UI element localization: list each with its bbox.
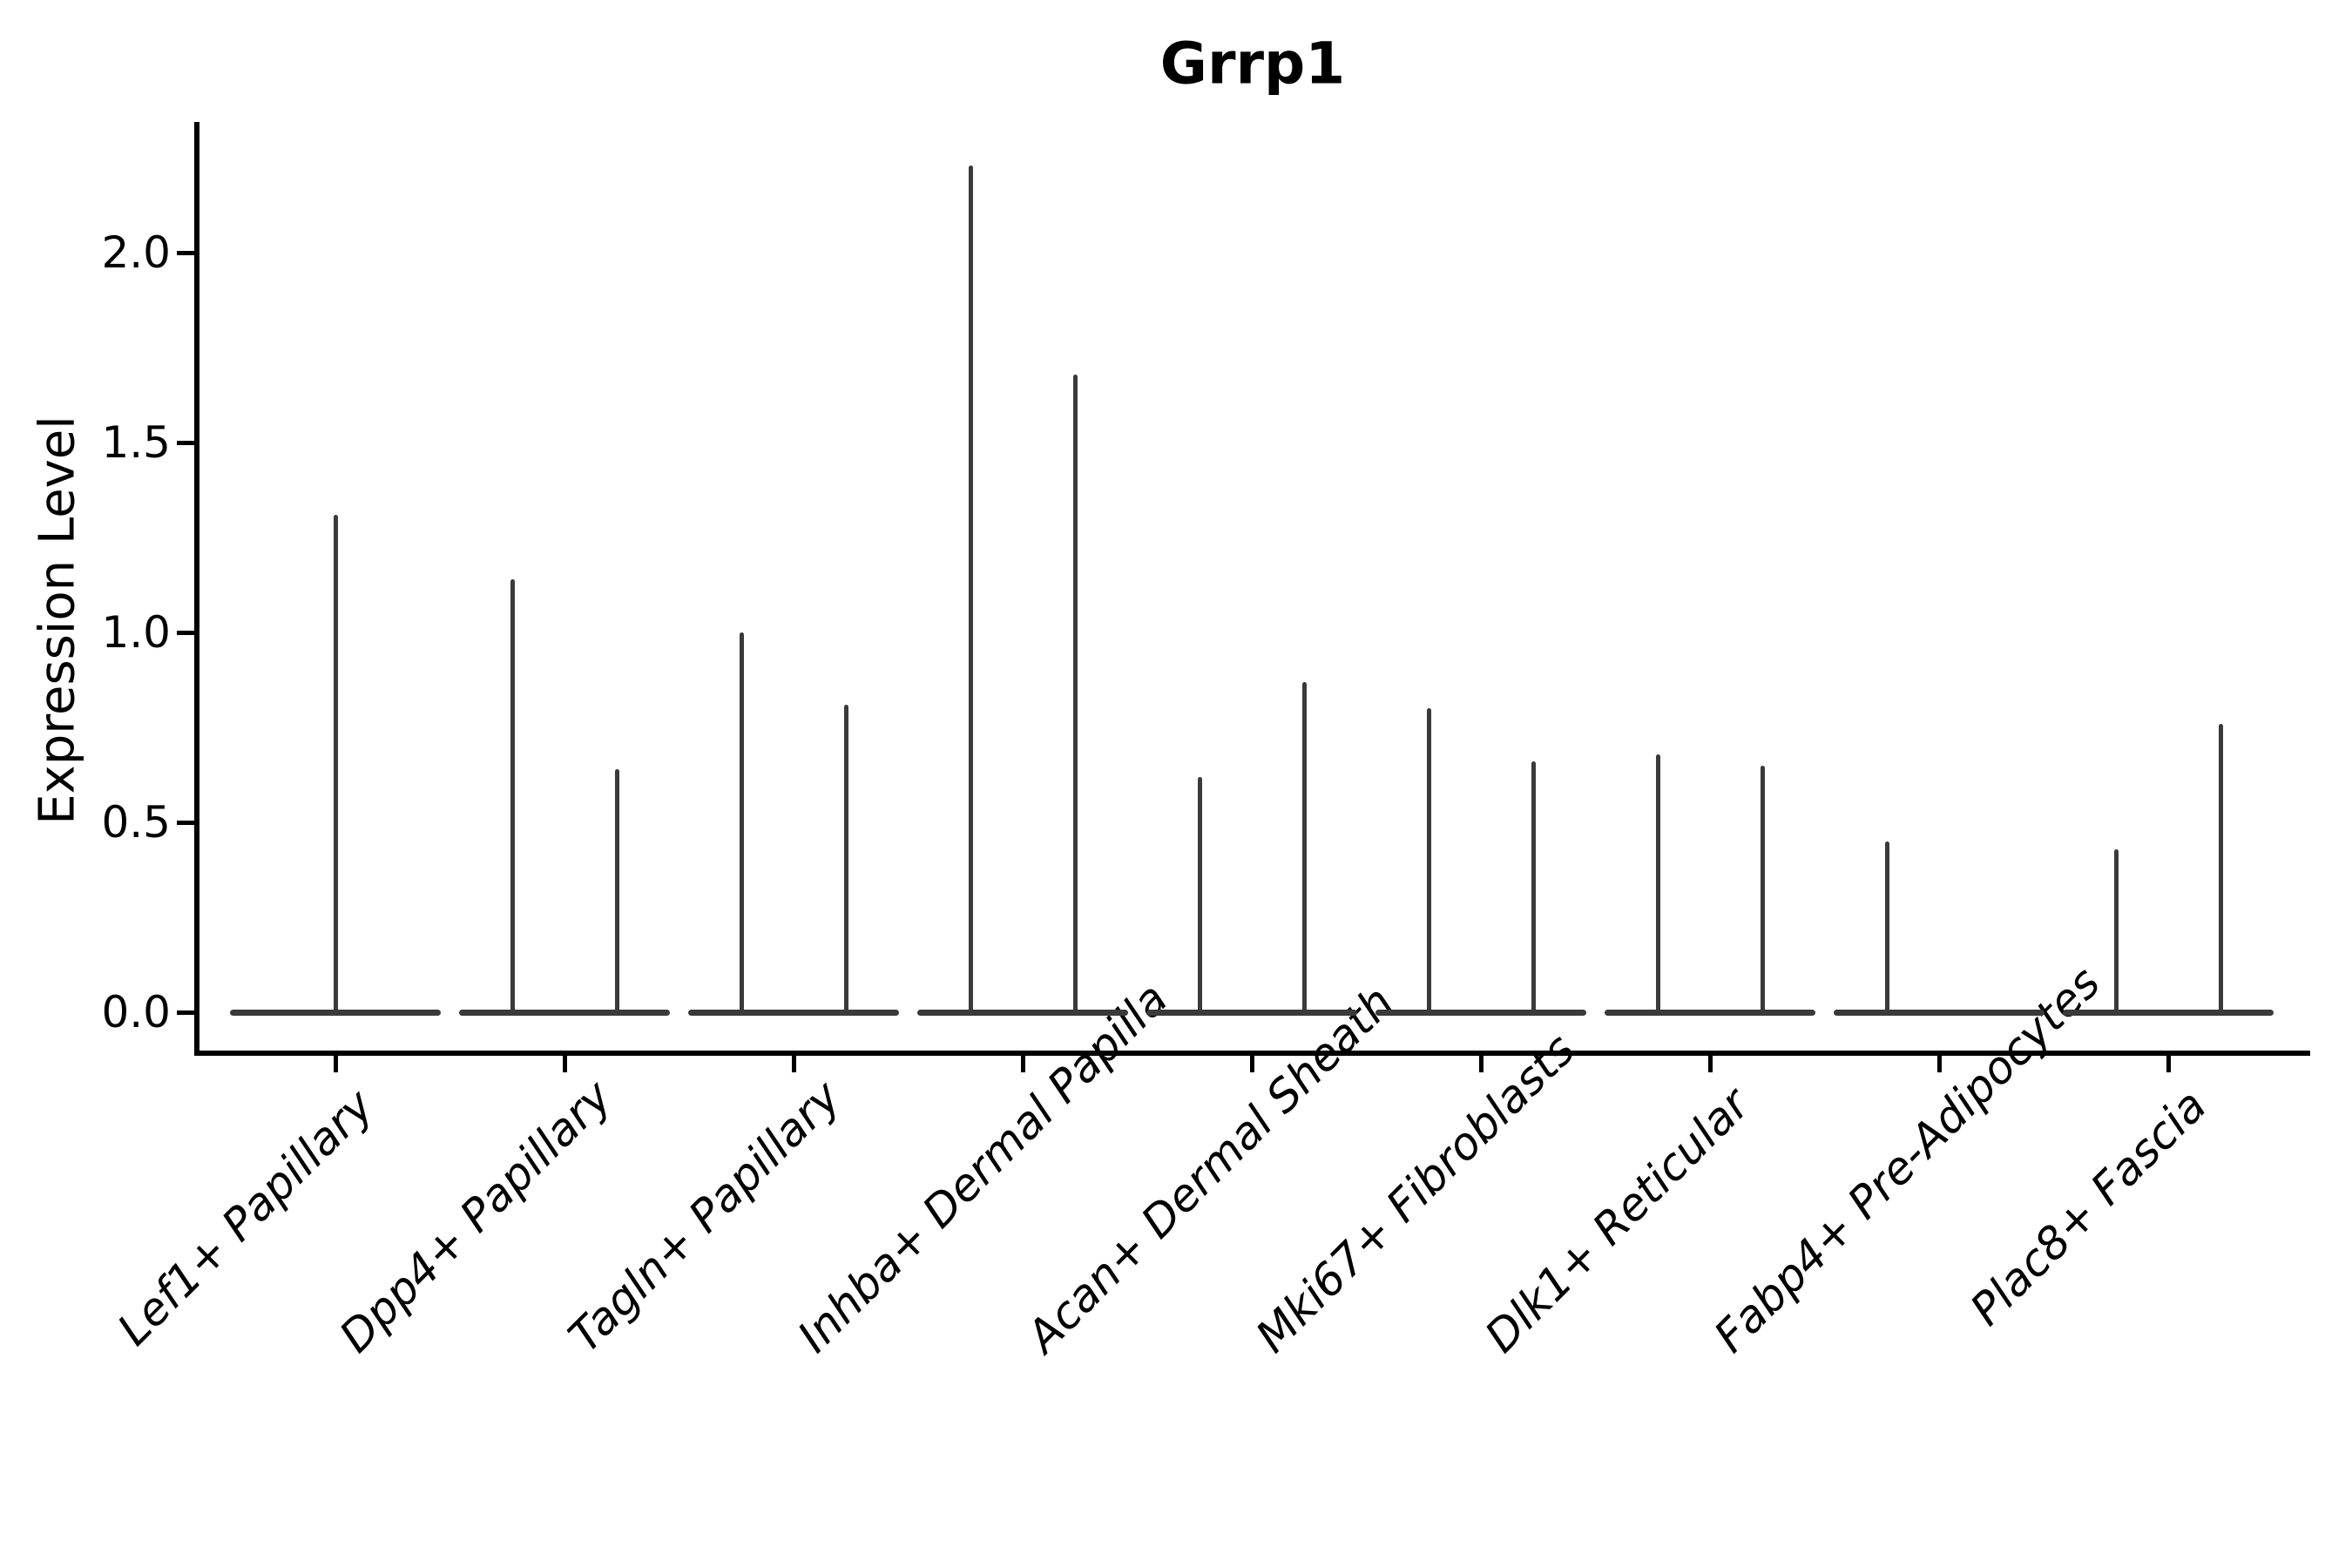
violin-spike — [1197, 776, 1202, 1015]
y-tick-label: 0.5 — [101, 797, 171, 848]
violin-baseline — [459, 1009, 670, 1016]
x-tick-mark — [1707, 1056, 1713, 1072]
y-tick-label: 2.0 — [101, 227, 171, 278]
violin-spike — [333, 514, 338, 1015]
x-tick-mark — [1020, 1056, 1025, 1072]
y-tick-label: 0.0 — [101, 987, 171, 1037]
x-tick-mark — [1936, 1056, 1942, 1072]
violin-baseline — [1146, 1009, 1357, 1016]
violin-spike — [2218, 723, 2223, 1015]
violin-spike — [739, 632, 744, 1015]
violin-spike — [510, 578, 515, 1015]
x-tick-mark — [1478, 1056, 1484, 1072]
violin-baseline — [688, 1009, 899, 1016]
violin-spike — [1531, 761, 1536, 1015]
violin-baseline — [1605, 1009, 1815, 1016]
y-tick-mark — [177, 1010, 194, 1015]
violin-baseline — [917, 1009, 1128, 1016]
violin-baseline — [1375, 1009, 1586, 1016]
y-axis-label: Expression Level — [29, 416, 86, 825]
x-tick-mark — [333, 1056, 338, 1072]
violin-baseline — [1834, 1009, 2044, 1016]
y-tick-label: 1.5 — [101, 417, 171, 468]
violin-spike — [1301, 681, 1307, 1015]
violin-spike — [843, 704, 848, 1015]
y-tick-mark — [177, 440, 194, 445]
y-axis-spine — [194, 122, 199, 1056]
chart-title: Grrp1 — [1159, 30, 1346, 98]
y-tick-mark — [177, 250, 194, 255]
x-axis-spine — [194, 1051, 2310, 1056]
violin-spike — [614, 768, 619, 1015]
x-tick-mark — [2166, 1056, 2171, 1072]
violin-spike — [1760, 765, 1765, 1015]
y-tick-label: 1.0 — [101, 607, 171, 658]
x-tick-mark — [791, 1056, 796, 1072]
x-tick-mark — [562, 1056, 567, 1072]
violin-spike — [1884, 841, 1889, 1015]
y-tick-mark — [177, 820, 194, 825]
violin-spike — [2113, 848, 2119, 1015]
y-tick-mark — [177, 630, 194, 635]
violin-spike — [968, 165, 973, 1015]
violin-baseline — [2063, 1009, 2274, 1016]
violin-spike — [1426, 708, 1431, 1015]
violin-spike — [1072, 374, 1078, 1015]
violin-spike — [1655, 754, 1660, 1015]
x-tick-mark — [1249, 1056, 1254, 1072]
